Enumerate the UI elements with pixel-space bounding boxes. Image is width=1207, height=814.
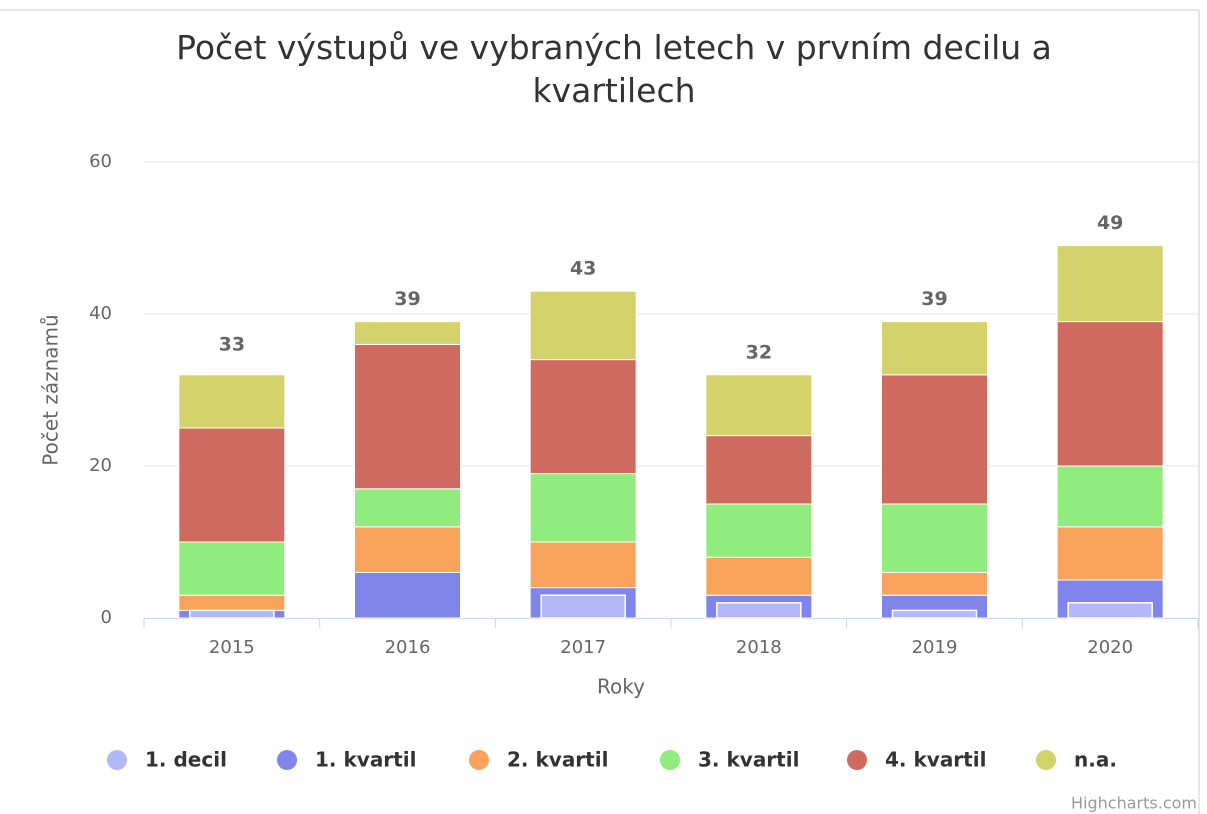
legend-label[interactable]: 3. kvartil <box>698 748 799 772</box>
legend-symbol <box>107 750 127 770</box>
bar-segment <box>705 374 813 437</box>
legend-symbol <box>1036 750 1056 770</box>
overlay-bar <box>716 602 802 619</box>
total-label: 49 <box>1097 212 1123 234</box>
bar-segment <box>529 359 637 475</box>
bar-segment <box>178 427 286 543</box>
y-axis-title: Počet záznamů <box>39 314 63 465</box>
legend-symbol <box>277 750 297 770</box>
bar-segment <box>354 321 461 345</box>
x-tick-label: 2016 <box>385 637 431 658</box>
bar-segment <box>529 473 637 543</box>
x-tick-label: 2018 <box>736 637 782 658</box>
total-label: 32 <box>746 341 772 363</box>
legend-label[interactable]: 4. kvartil <box>885 748 986 772</box>
total-label: 39 <box>921 288 947 310</box>
bar-segment <box>705 503 813 558</box>
y-tick-label: 20 <box>89 455 112 476</box>
bar-segment <box>354 526 461 573</box>
legend-symbol <box>469 750 489 770</box>
total-label: 33 <box>219 334 245 356</box>
total-label: 39 <box>394 288 420 310</box>
overlay-bar <box>189 609 275 619</box>
bar-segment <box>1056 321 1164 467</box>
bar-segment <box>705 435 813 505</box>
chart-title: Počet výstupů ve vybraných letech v prvn… <box>176 28 1052 110</box>
y-tick-label: 40 <box>89 303 112 324</box>
bar-segment <box>881 374 988 505</box>
bar-segment <box>354 571 461 619</box>
legend-label[interactable]: 1. kvartil <box>315 748 416 772</box>
bar-segment <box>529 290 637 361</box>
y-tick-label: 60 <box>89 151 112 172</box>
legend-symbol <box>847 750 867 770</box>
bar-segment <box>881 571 988 596</box>
legend-symbol <box>660 750 680 770</box>
x-tick-label: 2015 <box>209 637 255 658</box>
overlay-bar <box>1067 602 1153 619</box>
legend-label[interactable]: n.a. <box>1074 748 1117 772</box>
total-label: 43 <box>570 258 596 280</box>
bar-segment <box>1056 245 1164 323</box>
x-axis-title: Roky <box>597 675 645 699</box>
bar-segment <box>1056 465 1164 528</box>
legend-label[interactable]: 2. kvartil <box>507 748 608 772</box>
bar-segment <box>881 321 988 376</box>
overlay-bar <box>891 609 978 619</box>
bar-segment <box>178 541 286 596</box>
bar-segment <box>881 503 988 573</box>
bar-segment <box>354 343 461 490</box>
bar-segment <box>354 488 461 528</box>
legend-label[interactable]: 1. decil <box>145 748 227 772</box>
x-tick-label: 2020 <box>1087 637 1133 658</box>
bar-segment <box>1056 526 1164 581</box>
x-tick-label: 2019 <box>912 637 958 658</box>
bar-segment <box>705 556 813 596</box>
y-tick-label: 0 <box>101 607 112 628</box>
credits: Highcharts.com <box>1071 794 1197 813</box>
bar-segment <box>178 594 286 611</box>
overlay-bar <box>540 594 626 619</box>
x-tick-label: 2017 <box>560 637 606 658</box>
bar-segment <box>529 541 637 589</box>
bar-segment <box>178 374 286 429</box>
